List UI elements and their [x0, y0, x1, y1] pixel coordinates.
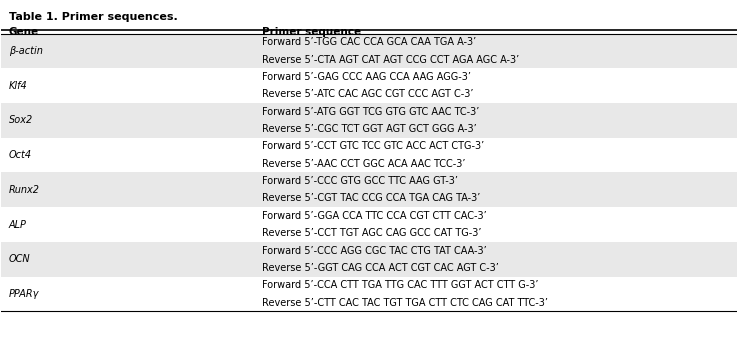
Text: Reverse 5’-CCT TGT AGC CAG GCC CAT TG-3’: Reverse 5’-CCT TGT AGC CAG GCC CAT TG-3’ — [263, 228, 482, 238]
Text: Reverse 5’-AAC CCT GGC ACA AAC TCC-3’: Reverse 5’-AAC CCT GGC ACA AAC TCC-3’ — [263, 159, 466, 169]
Text: Forward 5’-CCC GTG GCC TTC AAG GT-3’: Forward 5’-CCC GTG GCC TTC AAG GT-3’ — [263, 176, 458, 186]
Text: Forward 5’-CCT GTC TCC GTC ACC ACT CTG-3’: Forward 5’-CCT GTC TCC GTC ACC ACT CTG-3… — [263, 141, 485, 152]
Text: Gene: Gene — [9, 27, 39, 37]
Text: ALP: ALP — [9, 220, 27, 229]
Bar — [1, 34, 737, 68]
Text: OCN: OCN — [9, 254, 30, 264]
Text: Sox2: Sox2 — [9, 115, 33, 126]
Bar — [1, 172, 737, 207]
Text: Forward 5’-TGG CAC CCA GCA CAA TGA A-3’: Forward 5’-TGG CAC CCA GCA CAA TGA A-3’ — [263, 37, 477, 47]
Text: Klf4: Klf4 — [9, 81, 27, 91]
Text: Table 1. Primer sequences.: Table 1. Primer sequences. — [9, 12, 178, 22]
Text: Oct4: Oct4 — [9, 150, 32, 160]
Text: Reverse 5’-CGT TAC CCG CCA TGA CAG TA-3’: Reverse 5’-CGT TAC CCG CCA TGA CAG TA-3’ — [263, 194, 480, 203]
Bar — [1, 103, 737, 138]
Text: Forward 5’-CCC AGG CGC TAC CTG TAT CAA-3’: Forward 5’-CCC AGG CGC TAC CTG TAT CAA-3… — [263, 246, 487, 255]
Bar — [1, 68, 737, 103]
Text: PPARγ: PPARγ — [9, 289, 39, 299]
Text: Runx2: Runx2 — [9, 185, 40, 195]
Text: Reverse 5’-CTA AGT CAT AGT CCG CCT AGA AGC A-3’: Reverse 5’-CTA AGT CAT AGT CCG CCT AGA A… — [263, 55, 520, 65]
Text: Primer sequence: Primer sequence — [263, 27, 362, 37]
Text: Reverse 5’-ATC CAC AGC CGT CCC AGT C-3’: Reverse 5’-ATC CAC AGC CGT CCC AGT C-3’ — [263, 89, 474, 100]
Text: Forward 5’-GAG CCC AAG CCA AAG AGG-3’: Forward 5’-GAG CCC AAG CCA AAG AGG-3’ — [263, 72, 472, 82]
Bar — [1, 207, 737, 242]
Text: Reverse 5’-CGC TCT GGT AGT GCT GGG A-3’: Reverse 5’-CGC TCT GGT AGT GCT GGG A-3’ — [263, 124, 477, 134]
Text: Forward 5’-CCA CTT TGA TTG CAC TTT GGT ACT CTT G-3’: Forward 5’-CCA CTT TGA TTG CAC TTT GGT A… — [263, 280, 539, 290]
Bar — [1, 277, 737, 311]
Text: Reverse 5’-GGT CAG CCA ACT CGT CAC AGT C-3’: Reverse 5’-GGT CAG CCA ACT CGT CAC AGT C… — [263, 263, 500, 273]
Text: Reverse 5’-CTT CAC TAC TGT TGA CTT CTC CAG CAT TTC-3’: Reverse 5’-CTT CAC TAC TGT TGA CTT CTC C… — [263, 298, 548, 307]
Text: Forward 5’-GGA CCA TTC CCA CGT CTT CAC-3’: Forward 5’-GGA CCA TTC CCA CGT CTT CAC-3… — [263, 211, 487, 221]
Bar — [1, 138, 737, 172]
Text: Forward 5’-ATG GGT TCG GTG GTC AAC TC-3’: Forward 5’-ATG GGT TCG GTG GTC AAC TC-3’ — [263, 107, 480, 117]
Text: β-actin: β-actin — [9, 46, 43, 56]
Bar — [1, 242, 737, 277]
